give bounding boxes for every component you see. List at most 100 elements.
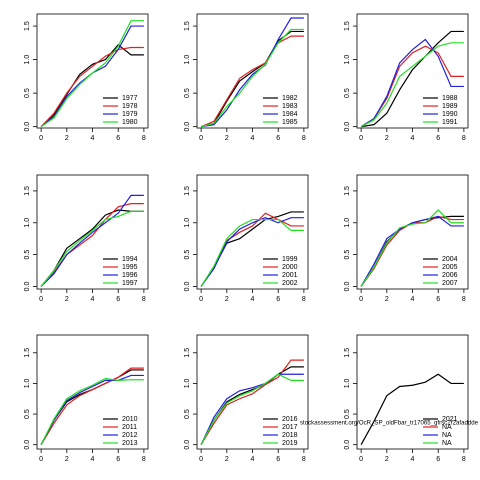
series-line — [200, 28, 304, 128]
legend-label: 2007 — [442, 280, 458, 287]
legend-label: 2005 — [442, 264, 458, 271]
x-tick-label: 0 — [39, 456, 43, 463]
x-tick-label: 6 — [116, 296, 120, 303]
legend-label: 1985 — [282, 119, 298, 126]
legend-label: 1983 — [282, 103, 298, 110]
y-tick-label: 1.0 — [24, 218, 31, 228]
legend-label: 1995 — [122, 264, 138, 271]
x-tick-label: 4 — [251, 296, 255, 303]
series-line — [40, 46, 144, 128]
y-tick-label: 0.5 — [184, 409, 191, 419]
x-tick-label: 6 — [436, 296, 440, 303]
x-tick-label: 2 — [225, 135, 229, 142]
x-tick-label: 2 — [225, 296, 229, 303]
x-tick-label: 6 — [436, 135, 440, 142]
legend-label: 2017 — [282, 424, 298, 431]
legend-label: 2011 — [122, 424, 137, 431]
series-line — [40, 377, 144, 445]
x-tick-label: 0 — [39, 135, 43, 142]
legend-label: 2019 — [282, 440, 298, 447]
legend-label: NA — [442, 424, 452, 431]
legend-label: 2018 — [282, 432, 298, 439]
legend-label: NA — [442, 432, 452, 439]
legend-label: 2006 — [442, 272, 458, 279]
series-line — [360, 373, 464, 445]
legend-label: 1984 — [282, 111, 298, 118]
legend-label: 2016 — [282, 416, 298, 423]
legend-label: NA — [442, 440, 452, 447]
series-line — [360, 215, 464, 287]
y-tick-label: 0.0 — [24, 122, 31, 132]
legend-label: 2021 — [442, 416, 458, 423]
x-tick-label: 0 — [39, 296, 43, 303]
x-tick-label: 2 — [385, 456, 389, 463]
series-line — [200, 35, 304, 128]
x-tick-label: 2 — [225, 456, 229, 463]
series-line — [200, 373, 304, 445]
legend-label: 2000 — [282, 264, 298, 271]
x-tick-label: 8 — [462, 135, 466, 142]
x-tick-label: 4 — [91, 135, 95, 142]
x-tick-label: 4 — [411, 296, 415, 303]
y-tick-label: 0.5 — [184, 88, 191, 98]
series-line — [40, 20, 144, 128]
y-tick-label: 0.0 — [24, 440, 31, 450]
series-line — [360, 38, 464, 128]
x-tick-label: 6 — [116, 456, 120, 463]
x-tick-label: 4 — [91, 296, 95, 303]
x-tick-label: 6 — [276, 456, 280, 463]
x-tick-label: 2 — [385, 135, 389, 142]
x-tick-label: 0 — [359, 296, 363, 303]
x-tick-label: 6 — [436, 456, 440, 463]
x-tick-label: 2 — [65, 456, 69, 463]
y-tick-label: 0.5 — [344, 250, 351, 260]
legend-label: 1994 — [122, 256, 138, 263]
legend-label: 2012 — [122, 432, 138, 439]
legend-label: 1982 — [282, 95, 298, 102]
x-tick-label: 0 — [199, 135, 203, 142]
legend-label: 1996 — [122, 272, 138, 279]
x-tick-label: 6 — [116, 135, 120, 142]
series-line — [200, 373, 304, 445]
y-tick-label: 0.5 — [24, 250, 31, 260]
y-tick-label: 1.5 — [344, 21, 351, 31]
x-tick-label: 4 — [91, 456, 95, 463]
y-tick-label: 0.0 — [184, 122, 191, 132]
x-tick-label: 0 — [359, 456, 363, 463]
x-tick-label: 8 — [142, 296, 146, 303]
y-tick-label: 0.0 — [184, 281, 191, 291]
series-line — [200, 218, 304, 287]
series-line — [40, 44, 144, 128]
series-line — [40, 210, 144, 287]
x-tick-label: 4 — [411, 456, 415, 463]
y-tick-label: 1.0 — [184, 55, 191, 65]
series-line — [201, 17, 304, 128]
legend-label: 1999 — [282, 256, 298, 263]
x-tick-label: 8 — [302, 296, 306, 303]
y-tick-label: 1.5 — [344, 186, 351, 196]
series-line — [360, 42, 464, 128]
y-tick-label: 1.5 — [24, 21, 31, 31]
y-tick-label: 1.5 — [344, 348, 351, 358]
x-tick-label: 8 — [302, 456, 306, 463]
x-tick-label: 0 — [359, 135, 363, 142]
legend-label: 2002 — [282, 280, 298, 287]
series-line — [200, 359, 304, 446]
y-tick-label: 0.5 — [24, 88, 31, 98]
legend-label: 2004 — [442, 256, 458, 263]
legend-label: 2013 — [122, 440, 138, 447]
y-tick-label: 1.0 — [344, 378, 351, 388]
y-tick-label: 0.0 — [24, 281, 31, 291]
y-tick-label: 1.0 — [24, 55, 31, 65]
legend-label: 1990 — [442, 111, 458, 118]
y-tick-label: 0.0 — [184, 440, 191, 450]
y-tick-label: 0.5 — [344, 88, 351, 98]
y-tick-label: 1.5 — [184, 348, 191, 358]
legend-label: 1979 — [122, 111, 138, 118]
x-tick-label: 6 — [276, 296, 280, 303]
legend-label: 1988 — [442, 95, 458, 102]
legend-label: 2001 — [282, 272, 298, 279]
legend-label: 1978 — [122, 103, 138, 110]
y-tick-label: 1.5 — [184, 186, 191, 196]
